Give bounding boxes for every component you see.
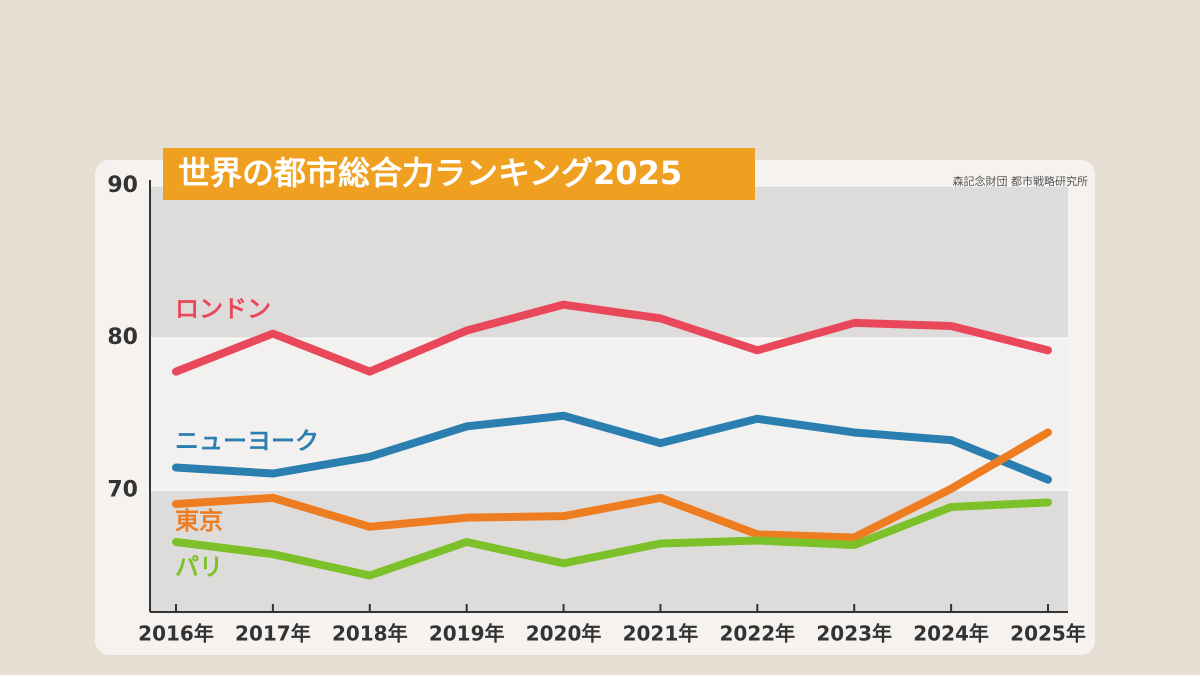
series-label: パリ — [175, 553, 223, 581]
y-tick-label: 70 — [107, 477, 138, 502]
x-tick-label: 2019年 — [429, 622, 505, 646]
x-tick-label: 2025年 — [1010, 622, 1086, 646]
x-tick-label: 2023年 — [816, 622, 892, 646]
series-label: 東京 — [175, 507, 223, 535]
x-tick-label: 2018年 — [332, 622, 408, 646]
title-box — [163, 148, 755, 200]
y-tick-label: 80 — [107, 325, 138, 350]
series-label: ロンドン — [175, 295, 271, 323]
y-tick-label: 90 — [107, 173, 138, 198]
x-tick-label: 2016年 — [138, 622, 214, 646]
series-line — [172, 300, 1052, 376]
series-label: ニューヨーク — [175, 427, 319, 455]
x-tick-label: 2021年 — [623, 622, 699, 646]
series-line — [172, 498, 1052, 580]
series-line — [172, 428, 1052, 542]
x-tick-label: 2024年 — [913, 622, 989, 646]
source: 森記念財団 都市戦略研究所 — [953, 174, 1089, 188]
x-tick-label: 2020年 — [526, 622, 602, 646]
chart-title: 世界の都市総合力ランキング2025 — [178, 154, 682, 192]
x-tick-label: 2022年 — [719, 622, 795, 646]
band — [150, 186, 1068, 339]
x-tick-label: 2017年 — [235, 622, 311, 646]
series-line — [172, 411, 1052, 484]
